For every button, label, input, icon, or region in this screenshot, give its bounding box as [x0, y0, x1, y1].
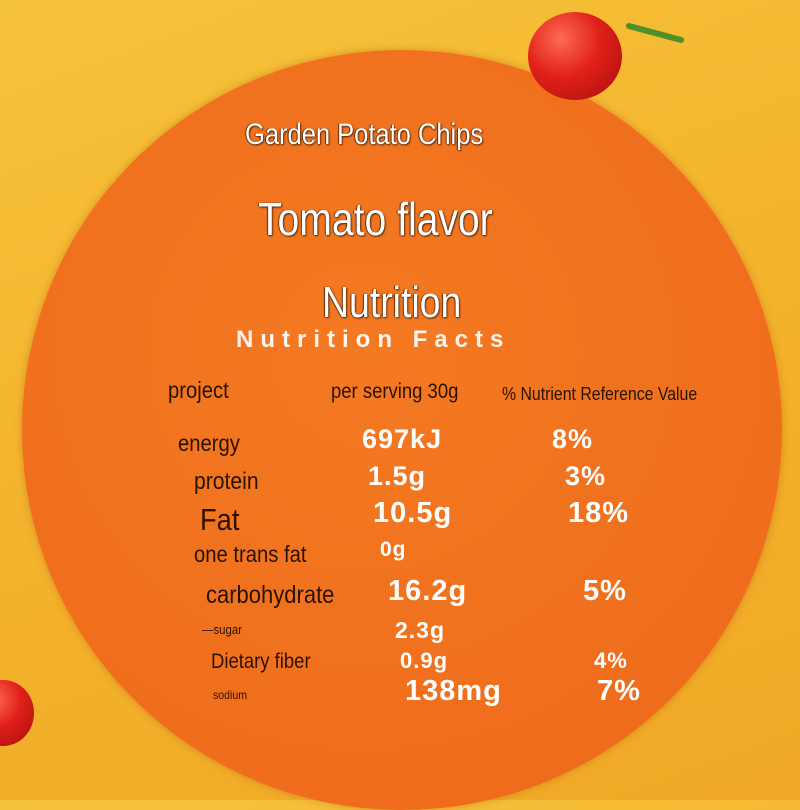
per-serving: 0.9g [400, 648, 449, 673]
orange-disc [22, 50, 782, 810]
nutrient-name: one trans fat [194, 541, 307, 567]
column-header: project [168, 377, 229, 403]
nrv: 3% [565, 461, 607, 491]
nutrient-name: carbohydrate [206, 581, 335, 609]
nutrient-name: sodium [213, 688, 248, 702]
heading: Nutrition [322, 278, 462, 327]
nutrient-name: Fat [200, 502, 240, 537]
per-serving: 697kJ [362, 424, 443, 454]
nrv: 7% [597, 675, 641, 707]
per-serving: 1.5g [368, 461, 427, 491]
nrv: 18% [568, 497, 630, 529]
per-serving: 2.3g [395, 617, 446, 643]
nutrient-name: protein [194, 468, 259, 495]
nrv: 8% [552, 424, 594, 454]
per-serving: 16.2g [388, 575, 468, 607]
nrv: 5% [583, 575, 627, 607]
flavor: Tomato flavor [258, 193, 493, 245]
column-header: per serving 30g [331, 380, 459, 403]
nutrient-name: Dietary fiber [211, 650, 311, 673]
tomato [528, 12, 622, 100]
per-serving: 138mg [405, 675, 502, 707]
tomato-stem [625, 22, 685, 44]
per-serving: 10.5g [373, 497, 453, 529]
tomato [0, 680, 34, 746]
per-serving: 0g [380, 538, 407, 561]
subheading: Nutrition Facts [236, 326, 511, 353]
brand: Garden Potato Chips [245, 118, 484, 151]
nutrient-name: energy [178, 430, 240, 456]
column-header: % Nutrient Reference Value [502, 384, 698, 404]
nrv: 4% [594, 648, 628, 673]
nutrient-name: —sugar [202, 622, 243, 637]
